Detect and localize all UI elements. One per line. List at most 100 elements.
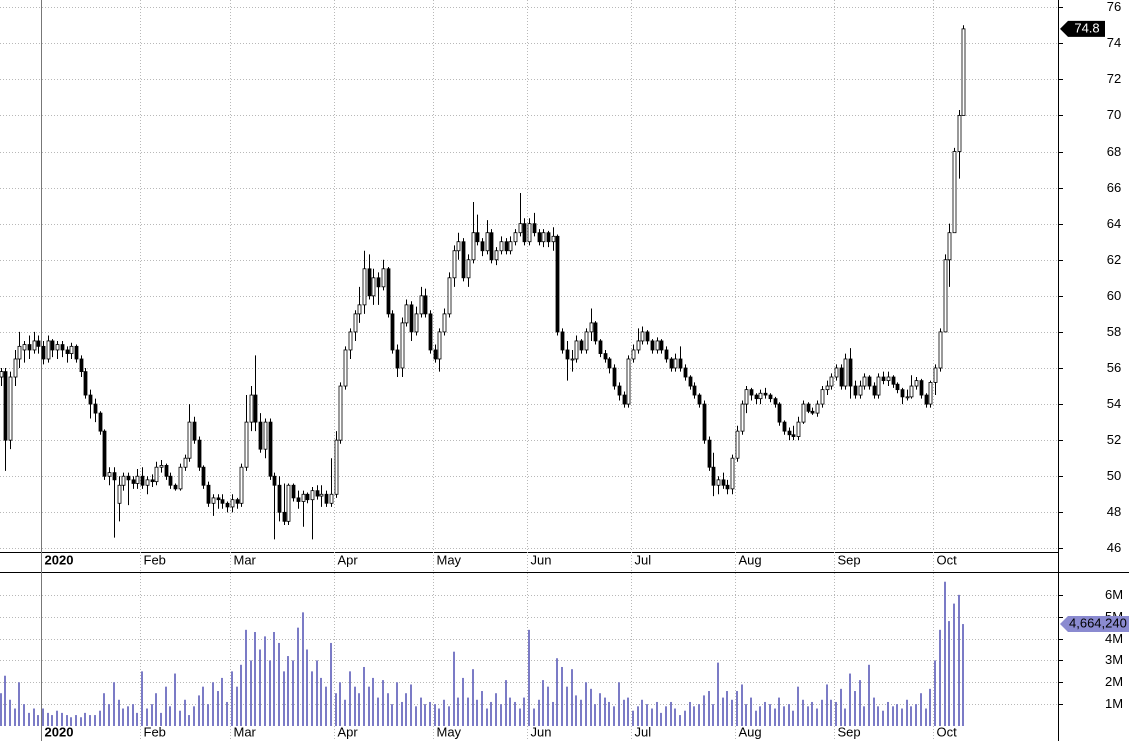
volume-bar — [18, 682, 20, 726]
candle-body — [98, 412, 103, 432]
volume-bar — [292, 660, 294, 726]
volume-bar — [580, 699, 582, 726]
volume-bar — [363, 666, 365, 726]
volume-bar — [712, 704, 714, 726]
volume-bar — [287, 656, 289, 726]
volume-bar — [245, 629, 247, 726]
volume-bar — [221, 677, 223, 726]
candle-body — [560, 331, 565, 351]
volume-bar — [37, 715, 39, 726]
volume-bar — [231, 671, 233, 726]
volume-bar — [561, 666, 563, 726]
candle-body — [353, 313, 358, 333]
volume-bar — [136, 712, 138, 726]
candle-body — [282, 511, 287, 522]
candle-body — [924, 394, 929, 405]
volume-bar — [283, 671, 285, 726]
volume-bar — [415, 706, 417, 726]
candle-body — [50, 340, 55, 351]
volume-bar — [405, 693, 407, 726]
x-tick-label: 2020 — [45, 552, 74, 567]
candle-body — [938, 331, 943, 369]
volume-bar — [75, 715, 77, 726]
candle-body — [825, 385, 830, 391]
candle-body — [541, 232, 546, 243]
candle-body — [343, 349, 348, 387]
volume-bar — [61, 712, 63, 726]
volume-bar — [56, 710, 58, 726]
volume-bar — [349, 671, 351, 726]
volume-bar — [396, 682, 398, 726]
x-tick-label: Feb — [144, 552, 166, 567]
volume-bar — [198, 695, 200, 726]
candle-body — [140, 475, 145, 486]
volume-bar — [877, 706, 879, 726]
volume-bar — [467, 697, 469, 726]
candle-body — [867, 376, 872, 387]
volume-bar — [278, 642, 280, 726]
candle-body — [626, 358, 631, 405]
y-tick-label: 4M — [1105, 631, 1123, 646]
volume-bar — [250, 660, 252, 726]
volume-bar — [443, 699, 445, 726]
volume-bar — [556, 658, 558, 726]
volume-bar — [297, 627, 299, 726]
candle-body — [46, 340, 51, 360]
volume-bar — [344, 699, 346, 726]
candle-body — [225, 502, 230, 508]
x-tick-label: Jun — [531, 724, 552, 739]
candle-body — [230, 499, 235, 508]
volume-bar — [14, 708, 16, 726]
x-tick-label: 2020 — [45, 724, 74, 739]
candle-body — [423, 295, 428, 315]
volume-bar — [755, 710, 757, 726]
volume-bar — [500, 704, 502, 726]
volume-bar — [377, 697, 379, 726]
candle-body — [754, 394, 759, 400]
candle-body — [348, 331, 353, 351]
candle-body — [862, 376, 867, 387]
y-tick-label: 58 — [1107, 324, 1121, 339]
candle-body — [522, 223, 527, 243]
volume-bar — [325, 686, 327, 726]
volume-bar — [523, 697, 525, 726]
volume-bar — [99, 710, 101, 726]
candle-body — [268, 421, 273, 477]
volume-bar — [670, 701, 672, 726]
candle-body — [909, 385, 914, 398]
volume-bar — [962, 624, 964, 726]
volume-bar — [939, 629, 941, 726]
volume-bar — [28, 712, 30, 726]
candle-body — [933, 367, 938, 383]
volume-bar — [623, 699, 625, 726]
volume-bar — [604, 697, 606, 726]
candle-body — [801, 403, 806, 423]
volume-bar — [354, 686, 356, 726]
last-volume-label: 4,664,240 — [1069, 615, 1127, 630]
y-tick-label: 56 — [1107, 360, 1121, 375]
candle-body — [494, 250, 499, 261]
volume-bar — [174, 673, 176, 726]
candle-body — [376, 277, 381, 288]
candle-body — [206, 484, 211, 504]
volume-bar — [193, 706, 195, 726]
candle-body — [135, 475, 140, 484]
candle-body — [83, 371, 88, 396]
volume-bar — [863, 706, 865, 726]
volume-bar — [778, 697, 780, 726]
y-tick-label: 52 — [1107, 432, 1121, 447]
candle-body — [263, 421, 268, 450]
candle-body — [584, 331, 589, 351]
candle-body — [447, 277, 452, 315]
candle-body — [947, 232, 952, 261]
candle-body — [763, 392, 768, 396]
candle-body — [872, 385, 877, 396]
volume-bar — [132, 704, 134, 726]
volume-bar — [542, 680, 544, 726]
candle-body — [806, 403, 811, 412]
volume-bar — [585, 682, 587, 726]
volume-bar — [656, 701, 658, 726]
volume-bar — [627, 697, 629, 726]
volume-bar — [736, 691, 738, 726]
volume-bar — [0, 693, 2, 726]
